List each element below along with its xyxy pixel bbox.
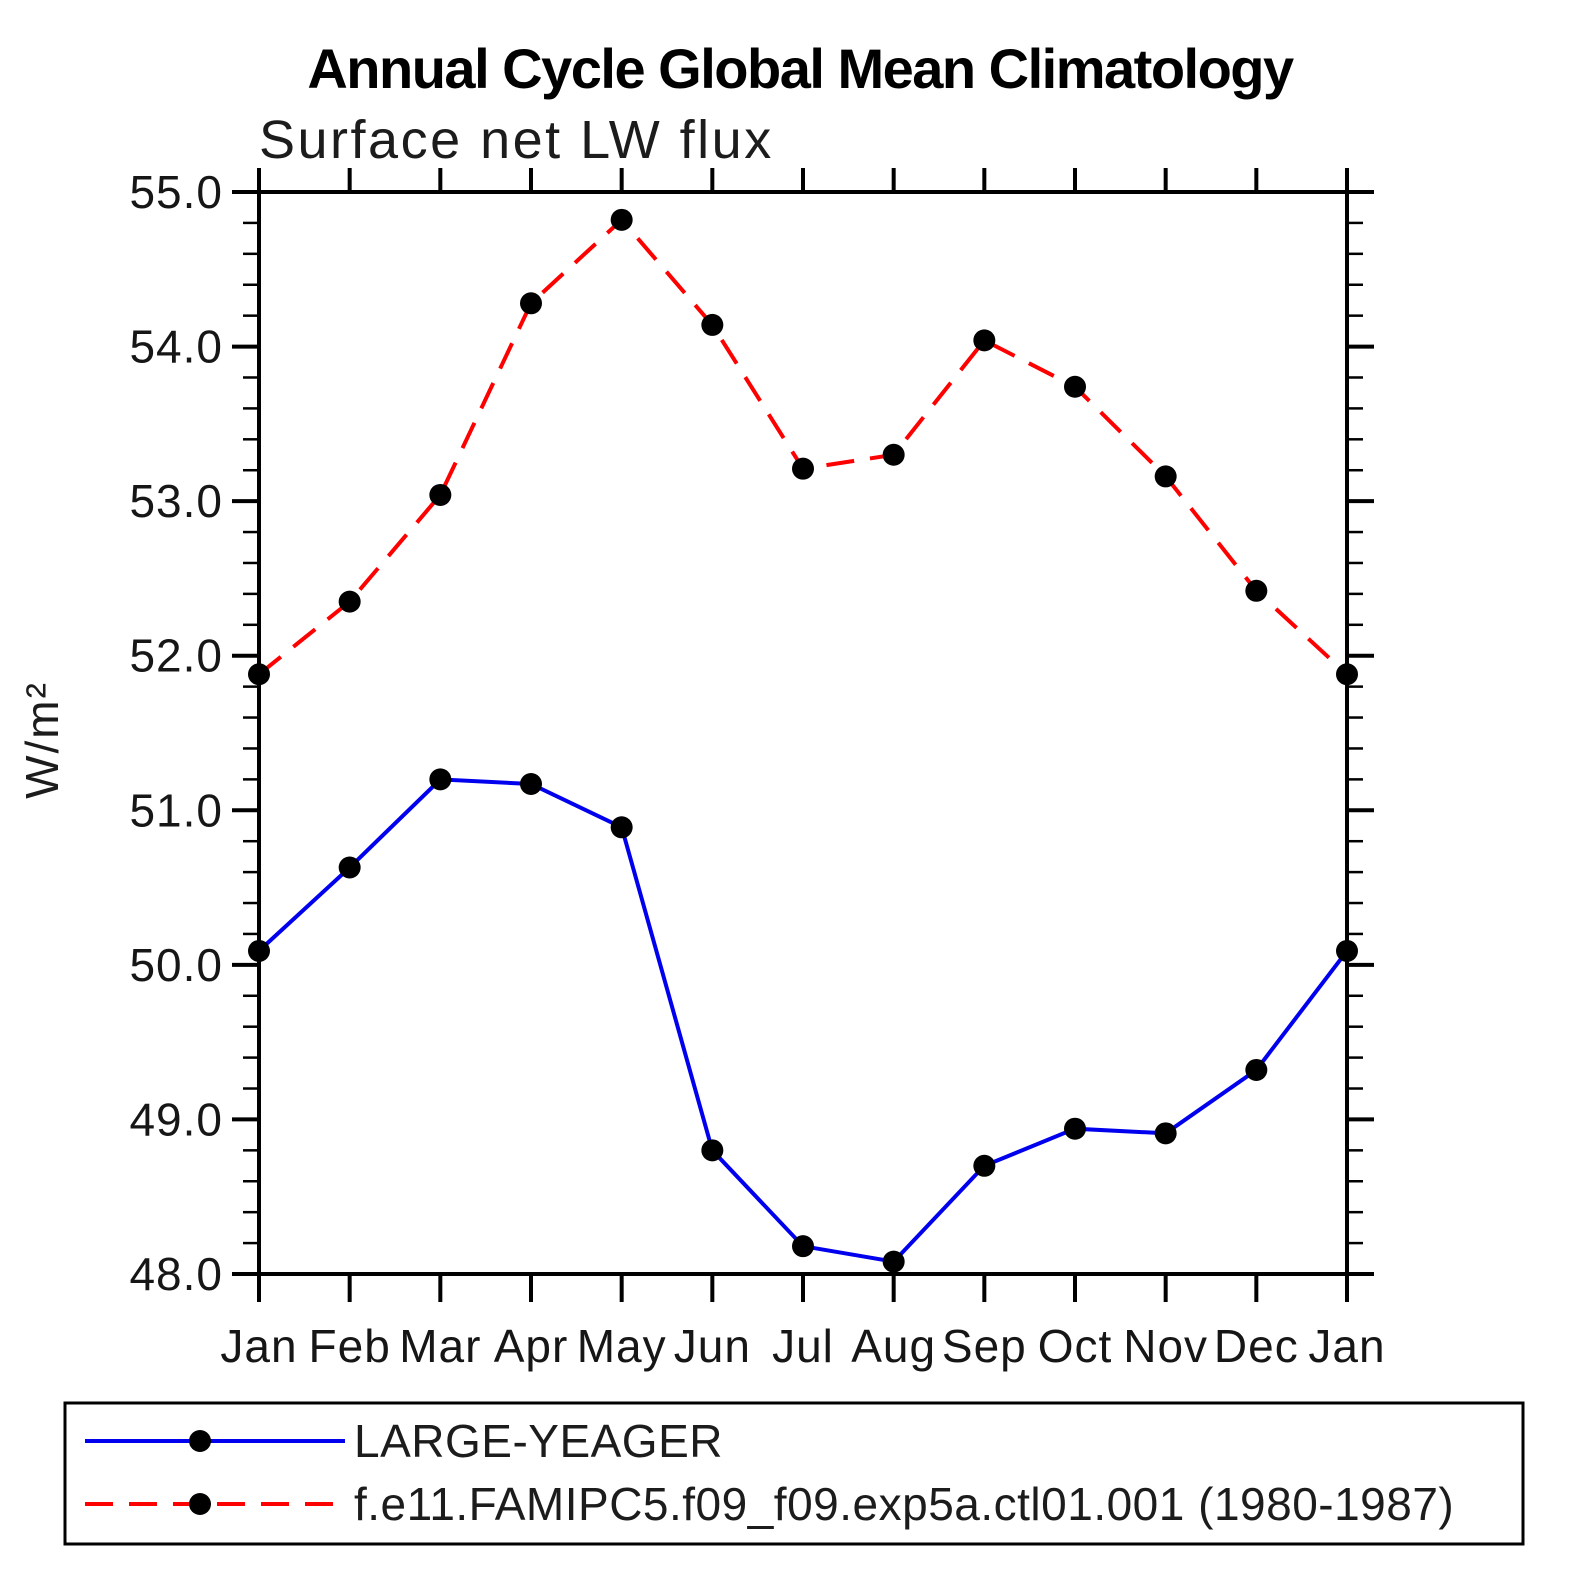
x-tick-label: Jan (1308, 1320, 1385, 1372)
data-point-marker (610, 208, 633, 231)
data-point-marker (1336, 939, 1358, 962)
data-point-marker (429, 768, 452, 791)
data-point-marker (1154, 465, 1177, 488)
data-point-marker (973, 1154, 996, 1177)
legend-sample-marker-large-yeager (189, 1430, 211, 1452)
x-tick-label: Nov (1123, 1320, 1208, 1372)
y-tick-label: 49.0 (129, 1093, 223, 1145)
series-large-yeager (248, 768, 1358, 1273)
plot-border (257, 190, 1349, 1276)
x-tick-label: Mar (399, 1320, 481, 1372)
legend: LARGE-YEAGER f.e11.FAMIPC5.f09_f09.exp5a… (63, 1401, 1525, 1546)
legend-label-large-yeager: LARGE-YEAGER (354, 1415, 723, 1467)
y-tick-label: 48.0 (129, 1248, 223, 1300)
y-tick-label: 50.0 (129, 939, 223, 991)
legend-sample-marker-famipc5 (189, 1493, 211, 1515)
data-point-marker (1154, 1122, 1177, 1145)
x-tick-label: Apr (494, 1320, 569, 1372)
chart-subtitle: Surface net LW flux (259, 110, 774, 170)
x-tick-label: Jan (220, 1320, 297, 1372)
x-tick-labels: Jan Feb Mar Apr May Jun Jul Aug Sep Oct Nov Dec Jan (220, 1320, 1385, 1372)
data-point-marker (610, 816, 633, 839)
data-point-marker (338, 590, 361, 613)
y-tick-label: 52.0 (129, 630, 223, 682)
legend-box (63, 1401, 1525, 1546)
y-tick-label: 55.0 (129, 166, 223, 218)
data-point-marker (1064, 375, 1086, 398)
x-tick-label: Aug (851, 1320, 936, 1372)
data-point-marker (248, 939, 270, 962)
data-point-marker (792, 457, 814, 480)
data-point-marker (882, 443, 905, 466)
series-line-famipc5 (257, 216, 1349, 676)
x-tick-label: Oct (1038, 1320, 1113, 1372)
data-point-marker (973, 329, 996, 352)
data-point-marker (1064, 1117, 1086, 1140)
data-point-marker (701, 1139, 724, 1162)
y-tick-label: 54.0 (129, 321, 223, 373)
data-point-marker (248, 663, 270, 686)
series-famipc5 (248, 208, 1358, 686)
x-tick-label: Jun (674, 1320, 751, 1372)
y-axis-title: W/m² (16, 681, 68, 799)
x-tick-label: Feb (309, 1320, 391, 1372)
x-tick-label: Sep (942, 1320, 1027, 1372)
data-point-marker (1336, 663, 1358, 686)
y-tick-labels: 48.0 49.0 50.0 51.0 52.0 53.0 54.0 55.0 (129, 166, 223, 1300)
x-tick-label: May (577, 1320, 667, 1372)
data-point-marker (1245, 1058, 1268, 1081)
legend-label-famipc5: f.e11.FAMIPC5.f09_f09.exp5a.ctl01.001 (1… (354, 1478, 1454, 1530)
page-title: Annual Cycle Global Mean Climatology (307, 37, 1294, 100)
x-tick-label: Dec (1214, 1320, 1299, 1372)
data-point-marker (520, 773, 542, 796)
data-point-marker (520, 292, 542, 315)
data-point-marker (429, 483, 452, 506)
series-line-large-yeager (257, 777, 1349, 1264)
x-tick-label: Jul (772, 1320, 834, 1372)
y-tick-label: 53.0 (129, 475, 223, 527)
data-point-marker (792, 1235, 814, 1258)
y-tick-label: 51.0 (129, 784, 223, 836)
data-point-marker (1245, 579, 1268, 602)
plot-axes (232, 168, 1374, 1302)
data-point-marker (338, 856, 361, 879)
data-point-marker (701, 313, 724, 336)
data-point-marker (882, 1250, 905, 1273)
